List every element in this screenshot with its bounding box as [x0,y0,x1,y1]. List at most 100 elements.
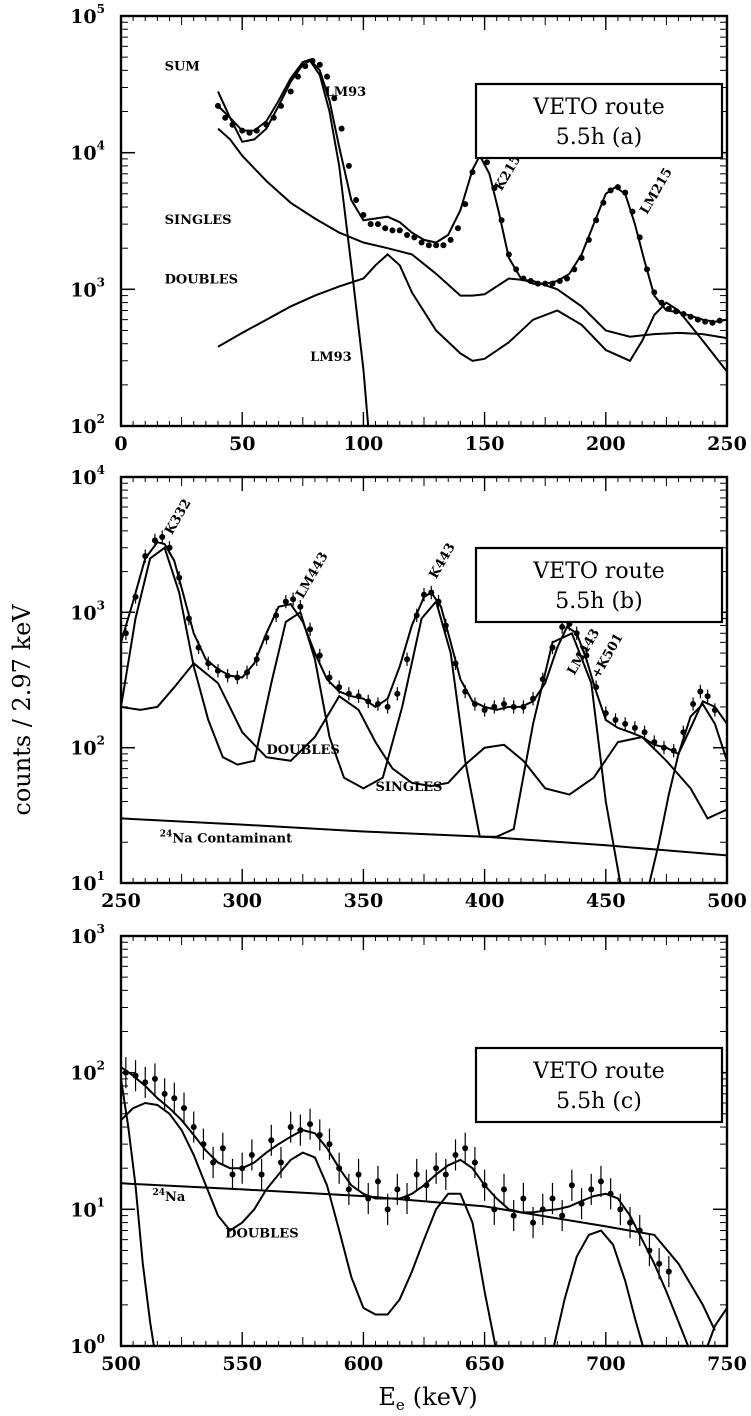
series-line-doubles2 [552,1229,644,1346]
data-point [593,684,600,691]
series-line-24na [121,1182,716,1331]
y-tick-label: 101 [70,869,105,895]
data-point [641,729,648,736]
data-point [374,1178,381,1185]
annotation-label: 24Na [153,1188,186,1205]
data-point [471,1159,478,1166]
series-line-singles [121,661,727,820]
data-point [665,1268,672,1275]
series-line-lm93 [217,59,370,426]
x-tick-label: 0 [114,433,127,455]
annotation-label: SINGLES [376,780,443,795]
data-point [413,612,420,619]
data-point [491,1206,498,1213]
data-point [161,1090,168,1097]
data-point [607,187,614,194]
data-point [234,674,241,681]
data-point [423,1182,430,1189]
x-tick-label: 600 [344,1353,384,1375]
data-point [442,622,449,629]
data-point [500,1186,507,1193]
data-point [646,1247,653,1254]
data-point [151,537,158,544]
data-point [253,656,260,663]
data-point [326,1141,333,1148]
legend-box [474,1046,724,1124]
data-point [200,1141,207,1148]
data-point [326,674,333,681]
data-point [384,703,391,710]
data-point [600,199,607,206]
data-point [452,1151,459,1158]
data-point [469,169,476,176]
x-tick-label: 550 [222,1353,262,1375]
x-tick-label: 50 [229,433,255,455]
x-tick-label: 150 [465,433,505,455]
data-point [597,1178,604,1185]
data-point [345,162,352,169]
data-point [421,591,427,598]
data-point [607,1190,614,1197]
data-point [244,669,251,676]
data-point [248,1151,255,1158]
y-tick-label: 102 [70,734,105,760]
data-point [697,688,704,695]
data-point [660,744,667,751]
data-point [336,684,343,691]
data-point [355,1171,362,1178]
data-point [239,1165,246,1172]
data-point [542,280,549,287]
series-line-doubles [217,253,727,373]
data-point [433,1165,440,1172]
y-tick-label: 103 [70,275,105,301]
data-point [273,612,280,619]
y-axis-label: counts / 2.97 keV [8,604,36,816]
data-point [617,1206,624,1213]
annotation-label: SINGLES [165,213,232,228]
data-point [365,698,372,705]
data-point [307,1121,314,1128]
series-line-sum [121,541,727,756]
data-point [656,1260,663,1267]
data-point [176,574,183,581]
data-point [374,221,381,228]
annotation-label: DOUBLES [165,273,238,288]
data-point [491,703,498,710]
series-line-doubles [121,1101,497,1346]
series-line-doubles [121,546,622,883]
data-point [336,1165,343,1172]
data-point [355,693,362,700]
data-point [142,553,149,560]
data-point [302,63,309,70]
data-point [585,236,592,243]
data-point [229,1171,236,1178]
y-tick-label: 102 [70,1059,105,1085]
data-point [190,1124,197,1131]
data-point [711,706,718,713]
data-point [435,598,442,605]
data-point [428,589,435,596]
data-point [268,1137,275,1144]
data-point [440,242,447,249]
data-point [651,289,658,296]
data-point [181,1105,188,1112]
data-point [287,1124,294,1131]
data-point [214,667,221,674]
data-point [353,197,360,204]
data-point [644,266,651,273]
data-point [411,234,418,241]
data-point [539,676,546,683]
annotation-label: LM93 [310,350,352,365]
plot-frame [119,934,729,1348]
data-point [229,121,236,128]
data-point [454,225,461,232]
annotation-label: 24Na Contaminant [160,829,292,846]
data-point [452,660,459,667]
data-point [636,1227,643,1234]
annotation-label: LM93 [325,85,367,100]
data-point [404,1195,411,1202]
data-point [530,1219,537,1226]
data-point [316,1131,323,1138]
data-point [374,701,381,708]
data-point [171,1095,178,1102]
